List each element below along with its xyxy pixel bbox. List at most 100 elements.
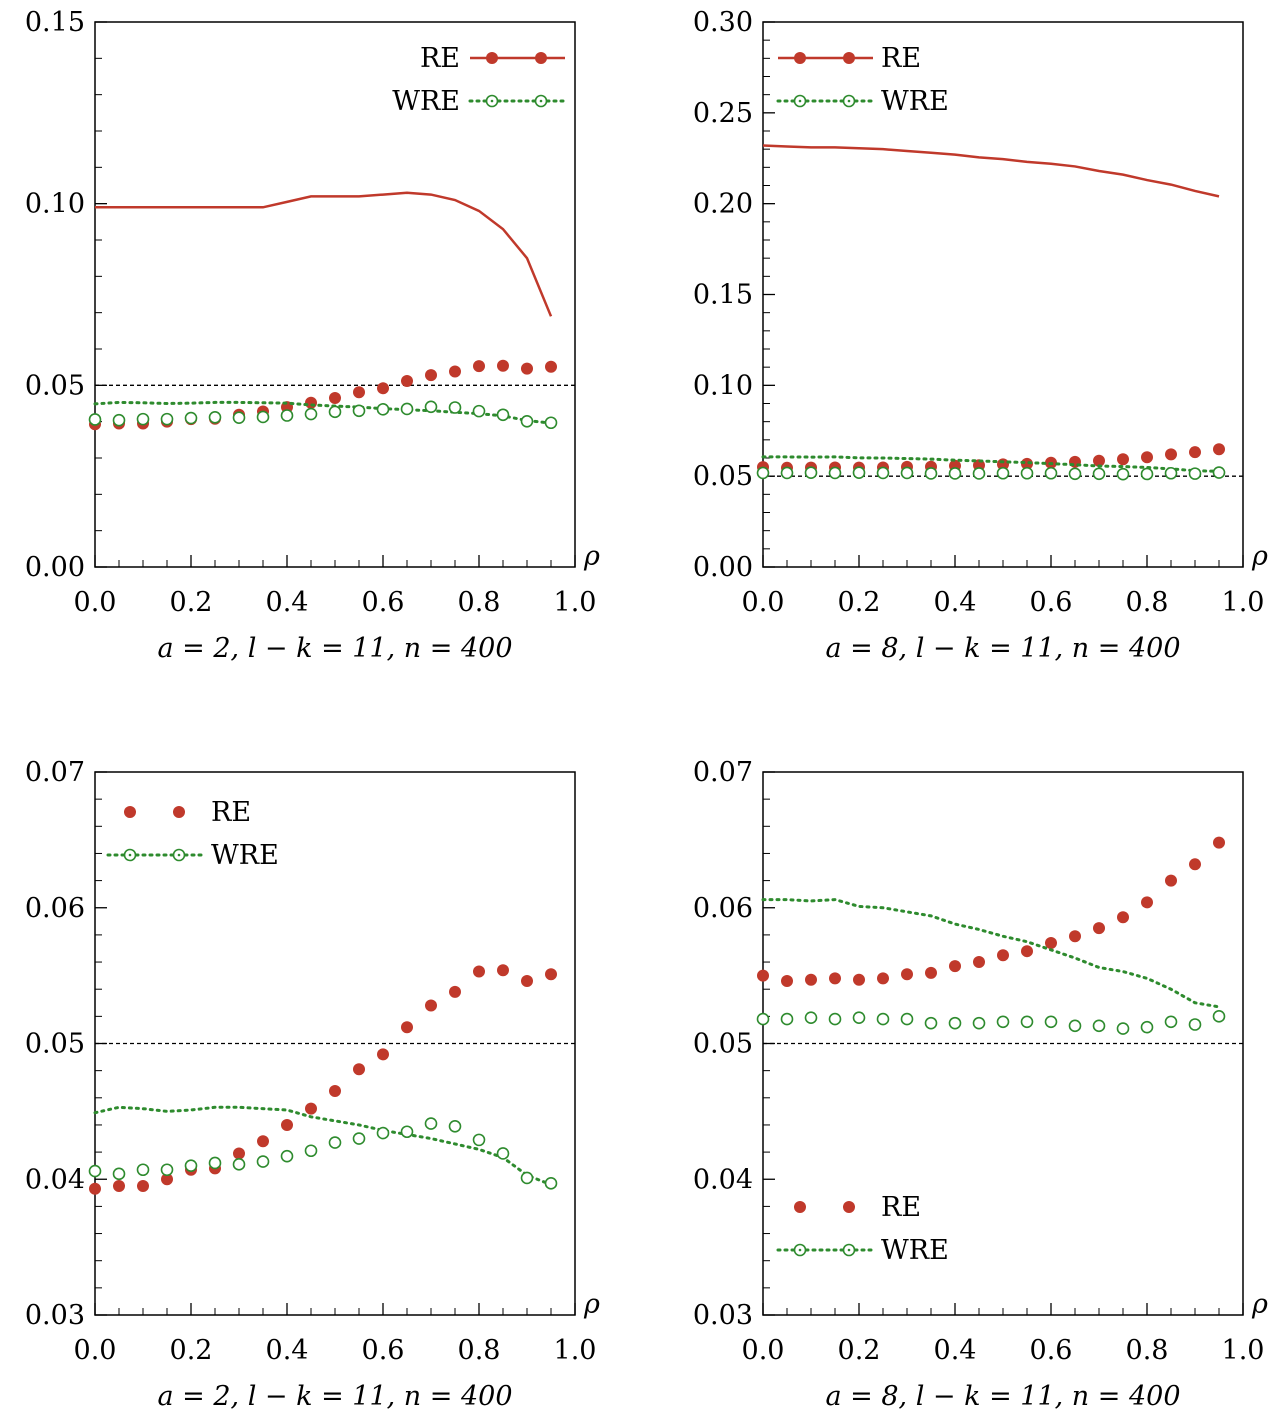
re-point (1045, 937, 1057, 950)
legend-entry-re: RE (794, 1192, 921, 1223)
wre-line (761, 455, 1221, 473)
wre-line (761, 898, 1221, 1009)
legend-label: RE (420, 43, 460, 74)
x-tick-label: 0.4 (934, 1335, 977, 1366)
wre-point (208, 1156, 222, 1170)
re-point (329, 392, 341, 405)
re-point (353, 1063, 365, 1076)
wre-point (1164, 1015, 1178, 1029)
legend-entry-wre: WRE (106, 840, 279, 871)
wre-point (1068, 467, 1082, 481)
wre-point (448, 401, 462, 414)
re-line (762, 144, 1220, 198)
wre-point (1188, 467, 1202, 480)
wre-point (996, 466, 1010, 480)
wre-point (756, 466, 770, 480)
re-point (1141, 896, 1153, 909)
wre-point (804, 1011, 818, 1025)
wre-point (352, 404, 366, 418)
wre-point (804, 466, 818, 480)
wre-point (900, 466, 914, 480)
re-point (89, 1182, 101, 1195)
wre-point (520, 1171, 534, 1185)
wre-point (780, 466, 794, 480)
re-point (281, 1118, 293, 1131)
re-point (425, 369, 437, 382)
re-point (1117, 453, 1129, 466)
re-point (449, 365, 461, 378)
y-tick-label: 0.05 (25, 1029, 85, 1060)
wre-point (280, 1149, 294, 1163)
wre-point (184, 1159, 198, 1172)
y-tick-label: 0.10 (693, 370, 753, 401)
wre-point (1164, 466, 1178, 480)
plot-frame (94, 21, 576, 568)
re-point (1213, 836, 1225, 849)
re-point (521, 362, 533, 375)
wre-point (472, 404, 486, 418)
re-point (973, 956, 985, 969)
wre-point (88, 413, 102, 426)
x-tick-label: 1.0 (1222, 1335, 1265, 1366)
legend-entry-wre: WRE (392, 86, 567, 117)
re-point (1021, 457, 1033, 470)
wre-point (352, 1132, 366, 1145)
y-tick-label: 0.04 (25, 1164, 85, 1195)
y-tick-label: 0.07 (693, 757, 753, 788)
wre-point (232, 1158, 246, 1171)
re-point (1093, 922, 1105, 935)
re-point (1189, 446, 1201, 459)
x-axis-label: ρ (1251, 1289, 1268, 1320)
re-point (353, 386, 365, 399)
re-point (853, 973, 865, 986)
legend-re-marker (843, 52, 855, 64)
wre-point (136, 1163, 150, 1177)
re-point (497, 359, 509, 372)
wre-point (852, 1011, 866, 1025)
wre-point (472, 1133, 486, 1147)
x-tick-label: 1.0 (1222, 587, 1265, 618)
x-tick-label: 0.6 (1030, 587, 1073, 618)
y-tick-label: 0.05 (25, 370, 85, 401)
wre-point (1212, 466, 1226, 479)
re-point (781, 975, 793, 988)
legend-entry-wre: WRE (776, 1235, 949, 1266)
wre-point (232, 411, 246, 424)
re-point (137, 1180, 149, 1193)
wre-point (828, 1012, 842, 1026)
re-point (545, 360, 557, 373)
y-tick-label: 0.07 (25, 757, 85, 788)
re-point (545, 968, 557, 981)
legend-wre-marker-dot (847, 1248, 851, 1252)
chart-panel-2: 0.00 0.05 0.10 0.15 0.20 0.25 0.30 0.0 0.2 0.4 0.6… (693, 7, 1268, 664)
x-tick-label: 0.2 (838, 1335, 881, 1366)
wre-point (496, 1147, 510, 1160)
wre-point (828, 466, 842, 480)
wre-point (376, 1126, 390, 1140)
re-point (257, 1135, 269, 1148)
x-tick-label: 0.4 (266, 587, 309, 618)
x-axis-label: ρ (583, 1289, 600, 1320)
re-point (377, 382, 389, 395)
wre-point (112, 413, 126, 427)
x-tick-label: 0.8 (1126, 587, 1169, 618)
re-point (1117, 911, 1129, 924)
legend-label: WRE (881, 1235, 949, 1266)
re-point (401, 374, 413, 387)
wre-point (972, 1016, 986, 1030)
x-tick-label: 0.2 (170, 587, 213, 618)
re-point (1069, 930, 1081, 943)
re-point (377, 1048, 389, 1061)
wre-point (544, 1177, 558, 1190)
legend-wre-marker-dot (128, 853, 132, 857)
y-tick-label: 0.15 (693, 280, 753, 311)
wre-point (1044, 466, 1058, 480)
legend-label: RE (881, 43, 921, 74)
wre-point (520, 415, 534, 428)
wre-point (900, 1012, 914, 1026)
re-point (1141, 451, 1153, 464)
wre-point (972, 467, 986, 480)
wre-point (136, 412, 150, 426)
wre-point (1044, 1015, 1058, 1029)
legend-re-marker (535, 52, 547, 64)
